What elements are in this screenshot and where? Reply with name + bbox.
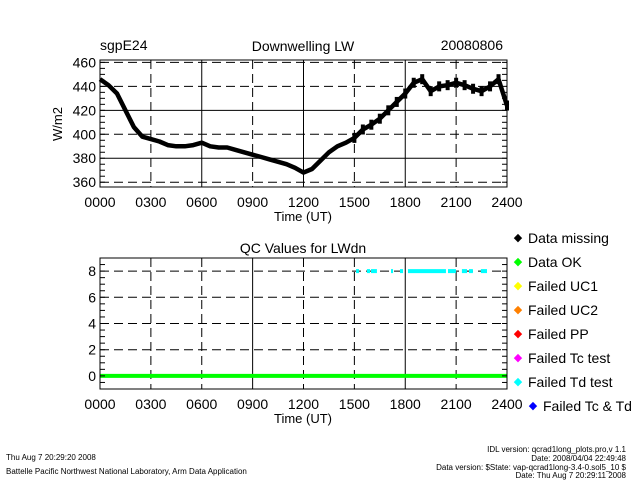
x-tick-label: 2100 [441,194,472,210]
lw-data-point [420,74,425,85]
legend-label: Failed Td test [528,374,613,390]
lw-data-point [445,80,450,91]
lw-data-point [360,124,365,135]
legend-label: Data OK [528,254,582,270]
y-tick-label: 360 [73,174,97,190]
footer-data-version: Data version: $State: vap-qcrad1long-3.4… [436,463,626,472]
lw-data-point [479,86,484,97]
legend-marker: ◆ [514,256,523,268]
lw-data-point [369,119,374,130]
lw-data-point [386,105,391,116]
y-axis-label-lw: W/m2 [50,107,65,141]
y-tick-label: 2 [88,342,96,358]
y-tick-label: 380 [73,150,97,166]
legend: ◆ Data missing ◆ Data OK ◆ Failed UC1 ◆ Failed … [514,230,632,414]
x-tick-label: 2400 [491,396,522,412]
legend-label: Failed PP [528,326,589,342]
x-tick-label: 2100 [441,396,472,412]
legend-marker: ◆ [514,232,523,244]
x-tick-label: 0600 [186,194,217,210]
legend-label: Failed Tc & Td [543,398,632,414]
x-tick-label: 1200 [288,194,319,210]
x-tick-label: 0900 [237,396,268,412]
plot-frame [99,257,508,390]
x-tick-label: 0000 [84,396,115,412]
lw-data-point [394,96,399,107]
y-tick-label: 460 [73,54,97,70]
x-tick-label: 1500 [339,396,370,412]
legend-marker: ◆ [514,352,523,364]
legend-marker: ◆ [514,328,523,340]
y-tick-label: 4 [88,316,96,332]
lw-data-point [411,77,416,88]
lw-data-point [352,132,357,143]
lw-data-point [403,88,408,99]
legend-label: Failed UC2 [528,302,598,318]
legend-marker: ◆ [514,304,523,316]
chart-title-lw: Downwelling LW [252,38,355,54]
x-axis-label-qc: Time (UT) [274,411,332,426]
y-tick-label: 400 [73,126,97,142]
x-tick-label: 1200 [288,396,319,412]
y-tick-label: 8 [88,263,96,279]
footer-idl-date: Date: 2008/04/04 22:49:48 [531,454,626,463]
y-tick-label: 440 [73,78,97,94]
lw-data-point [488,81,493,92]
footer-idl-version: IDL version: qcrad1long_plots.pro,v 1.1 [487,445,626,454]
legend-marker: ◆ [514,376,523,388]
legend-marker: ◆ [514,280,523,292]
x-tick-label: 0900 [237,194,268,210]
x-tick-label: 0600 [186,396,217,412]
lw-series [98,74,510,175]
lw-data-point [428,86,433,97]
x-tick-label: 1500 [339,194,370,210]
x-axis-label-lw: Time (UT) [274,209,332,224]
x-tick-label: 0300 [135,396,166,412]
chart-title-qc: QC Values for LWdn [240,240,366,256]
lw-data-point [437,81,442,92]
x-tick-label: 2400 [491,194,522,210]
legend-label: Failed Tc test [528,350,610,366]
site-label: sgpE24 [100,37,148,53]
y-tick-label: 6 [88,289,96,305]
lw-data-point [377,113,382,124]
date-label: 20080806 [441,37,504,53]
legend-label: Data missing [528,230,609,246]
footer-data-date: Date: Thu Aug 7 20:29:11 2008 [516,471,627,480]
lw-data-point [496,74,501,85]
x-tick-label: 1800 [390,396,421,412]
lw-data-point [462,80,467,91]
lw-data-point [454,77,459,88]
legend-label: Failed UC1 [528,278,598,294]
plot-frame [99,59,508,188]
x-tick-label: 0300 [135,194,166,210]
legend-marker: ◆ [529,400,538,412]
x-tick-label: 0000 [84,194,115,210]
x-tick-label: 1800 [390,194,421,210]
footer-org: Battelle Pacific Northwest National Labo… [6,467,247,476]
lw-data-point [471,83,476,94]
footer-run-date: Thu Aug 7 20:29:20 2008 [6,453,96,462]
y-tick-label: 0 [88,368,96,384]
y-tick-label: 420 [73,102,97,118]
